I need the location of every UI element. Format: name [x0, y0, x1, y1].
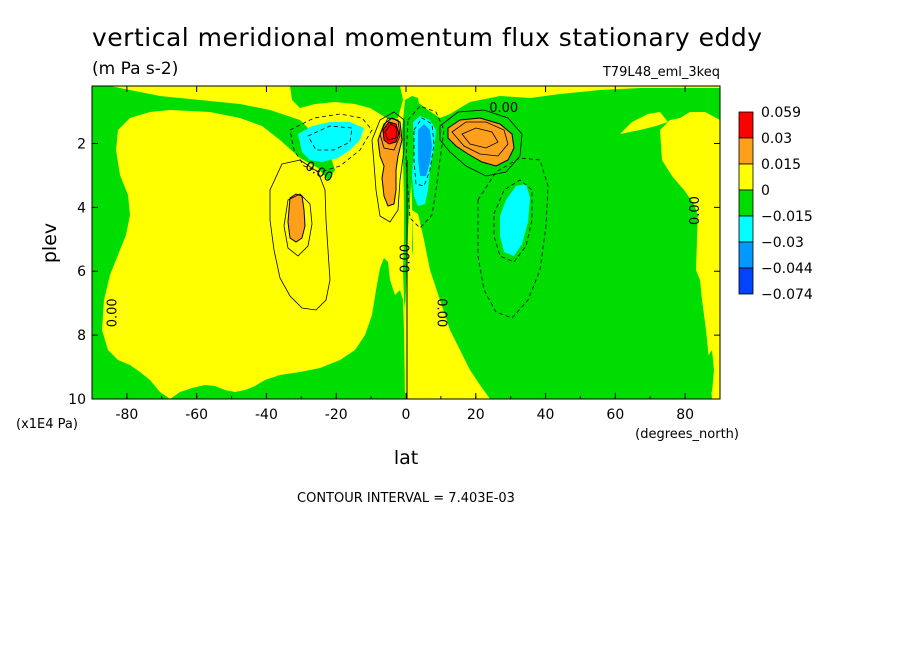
contour-nh-upper-inner-1 [451, 121, 509, 157]
colorbar-label-2: 0.015 [761, 157, 801, 173]
contour-nh-midlat-outer [477, 157, 549, 319]
x-axis-title: lat [394, 447, 418, 469]
contour-label-3: 0.00 [433, 298, 448, 327]
contour-sh-outer [269, 159, 331, 311]
contour-eq-inner [413, 117, 435, 187]
y-tick-label-2: 6 [77, 264, 86, 280]
y-tick-label-3: 8 [77, 328, 86, 344]
colorbar-swatch-2 [738, 163, 754, 191]
contour-nh-upper-inner-2 [461, 127, 499, 149]
region-nh-polar-column [696, 146, 720, 399]
contour-label-4: 0.00 [489, 101, 518, 116]
contour-sh-upper-neg-inner [307, 125, 353, 151]
contour-sh-inner [283, 193, 313, 257]
colorbar-label-6: −0.044 [761, 261, 813, 277]
y-units-label: (x1E4 Pa) [16, 417, 78, 432]
contour-sh-jet-inner-2 [384, 123, 398, 141]
colorbar-label-5: −0.03 [761, 235, 804, 251]
region-sh-upper-negative-strong [298, 122, 364, 162]
colorbar-swatch-3 [738, 189, 754, 217]
contour-label-layer: 0.000.000.000.000.000.00 [105, 101, 703, 327]
contour-sh-jet-inner-1 [379, 117, 401, 151]
colorbar-swatch-4 [738, 215, 754, 243]
region-nh-polar-column-inner [708, 350, 714, 392]
colorbar-swatch-5 [738, 241, 754, 269]
region-sh-upper-negative [290, 86, 403, 120]
y-axis-title: plev [39, 223, 61, 263]
colorbar-label-7: −0.074 [761, 287, 813, 303]
x-axis: -80 -60 -40 -20 0 20 40 60 80 [91, 86, 721, 423]
x-tick-label-7: 60 [606, 407, 624, 423]
colorbar-swatch-6 [738, 267, 754, 295]
contour-eq-outer [405, 105, 445, 229]
contour-label-0: 0.00 [105, 298, 120, 327]
x-tick-label-3: -20 [325, 407, 348, 423]
region-sh-lower-negative [170, 258, 405, 399]
x-tick-label-5: 20 [467, 407, 485, 423]
contour-nh-upper-outer [439, 109, 523, 177]
contour-label-2: 0.00 [399, 244, 414, 273]
dataset-label: T79L48_eml_3keq [602, 65, 720, 80]
x-units-label: (degrees_north) [635, 427, 739, 442]
region-sh-midlat-positive [287, 193, 306, 243]
colorbar-swatch-0 [738, 111, 754, 139]
region-sh-west-negative [92, 86, 335, 399]
contour-fill-layer [92, 86, 720, 399]
x-tick-label-2: -40 [255, 407, 278, 423]
region-nh-upper-positive [447, 117, 515, 167]
region-nh-midlat-negative [500, 184, 530, 256]
x-tick-label-0: -80 [115, 407, 138, 423]
colorbar-label-0: 0.059 [761, 105, 801, 121]
colorbar-swatch-1 [738, 137, 754, 165]
x-tick-label-6: 40 [537, 407, 555, 423]
region-nh-polar-positive [620, 112, 668, 134]
colorbar: 0.059 0.03 0.015 0 −0.015 −0.03 −0.044 −0.074 [738, 105, 813, 303]
contour-interval-note: CONTOUR INTERVAL = 7.403E-03 [297, 491, 515, 506]
x-tick-label-1: -60 [185, 407, 208, 423]
y-tick-label-4: 10 [68, 392, 86, 408]
colorbar-label-1: 0.03 [761, 131, 792, 147]
chart-units: (m Pa s-2) [92, 59, 178, 79]
region-nh-positive-tongue [410, 210, 490, 399]
x-tick-label-8: 80 [676, 407, 694, 423]
contour-nh-midlat-inner [493, 179, 533, 263]
chart-title: vertical meridional momentum flux statio… [92, 23, 763, 52]
y-axis: 2 4 6 8 10 [68, 136, 720, 408]
region-eq-negative-blue [418, 124, 432, 176]
colorbar-label-3: 0 [761, 183, 770, 199]
y-tick-label-1: 4 [77, 200, 86, 216]
contour-sh-jet-outer [371, 111, 405, 223]
x-tick-label-4: 0 [402, 407, 411, 423]
y-tick-label-0: 2 [77, 136, 86, 152]
contour-lines [269, 105, 549, 399]
region-nh-negative-low [408, 88, 720, 399]
colorbar-label-4: −0.015 [761, 209, 813, 225]
contour-label-5: 0.00 [688, 196, 703, 225]
contour-sh-upper-neg [289, 113, 373, 173]
